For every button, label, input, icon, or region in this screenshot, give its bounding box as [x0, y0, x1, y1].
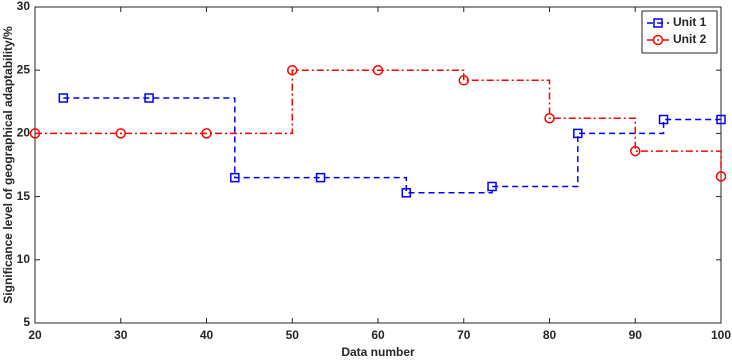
- x-tick-label: 80: [543, 328, 557, 342]
- x-tick-label: 30: [114, 328, 128, 342]
- plot-area: [34, 6, 722, 324]
- step-line: [63, 97, 721, 194]
- y-tick-label: 10: [17, 252, 31, 266]
- x-axis-label: Data number: [341, 345, 415, 359]
- marker: [401, 188, 412, 198]
- marker: [544, 112, 555, 124]
- marker: [716, 114, 726, 125]
- y-tick-label: 30: [17, 0, 31, 13]
- legend-marker: [652, 34, 664, 46]
- y-tick-label: 20: [17, 126, 31, 140]
- legend-box: [641, 10, 718, 54]
- y-axis-label: Significance level of geographical adapt…: [1, 26, 15, 304]
- marker: [29, 128, 41, 139]
- x-tick-label: 60: [371, 328, 385, 342]
- marker: [458, 75, 469, 86]
- marker: [658, 114, 669, 125]
- marker: [372, 64, 384, 76]
- x-tick-label: 40: [200, 328, 214, 342]
- marker: [230, 172, 240, 183]
- legend-marker: [653, 18, 663, 28]
- marker: [487, 181, 497, 192]
- y-tick-label: 5: [23, 315, 30, 329]
- marker: [115, 128, 126, 139]
- x-tick-label: 50: [286, 328, 300, 342]
- x-tick-label: 90: [629, 328, 643, 342]
- legend-label: Unit 1: [673, 15, 707, 29]
- marker: [573, 128, 583, 139]
- x-tick-label: 20: [28, 328, 42, 342]
- marker: [315, 172, 326, 183]
- x-tick-label: 100: [711, 328, 731, 342]
- marker: [144, 93, 154, 103]
- legend-label: Unit 2: [673, 32, 707, 46]
- x-tick-label: 70: [457, 328, 471, 342]
- y-tick-label: 15: [17, 189, 31, 203]
- y-tick-label: 25: [17, 62, 31, 76]
- marker: [201, 128, 212, 139]
- marker: [715, 171, 727, 182]
- marker: [630, 145, 641, 157]
- marker: [287, 64, 298, 76]
- marker: [58, 93, 69, 103]
